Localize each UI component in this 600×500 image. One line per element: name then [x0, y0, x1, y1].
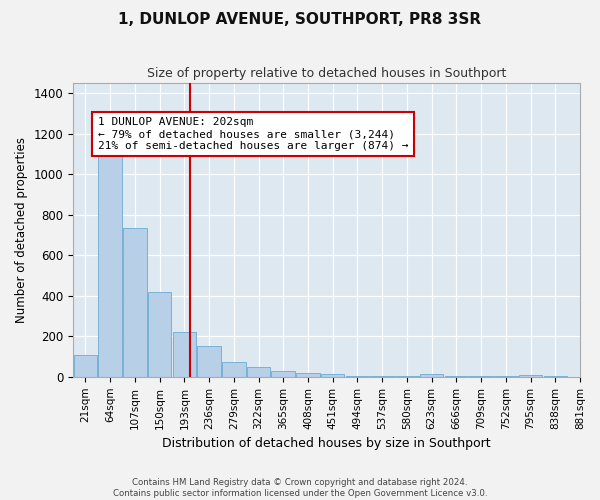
Bar — [148, 292, 172, 377]
Bar — [370, 376, 394, 377]
Bar — [197, 346, 221, 377]
Bar — [98, 143, 122, 377]
Bar — [519, 375, 542, 377]
Text: 1, DUNLOP AVENUE, SOUTHPORT, PR8 3SR: 1, DUNLOP AVENUE, SOUTHPORT, PR8 3SR — [118, 12, 482, 28]
Bar — [74, 355, 97, 377]
Bar — [346, 376, 369, 377]
Bar — [222, 362, 245, 377]
Bar — [296, 373, 320, 377]
X-axis label: Distribution of detached houses by size in Southport: Distribution of detached houses by size … — [162, 437, 491, 450]
Y-axis label: Number of detached properties: Number of detached properties — [15, 137, 28, 323]
Bar — [271, 370, 295, 377]
Bar — [420, 374, 443, 377]
Bar — [321, 374, 344, 377]
Text: Contains HM Land Registry data © Crown copyright and database right 2024.
Contai: Contains HM Land Registry data © Crown c… — [113, 478, 487, 498]
Bar — [123, 228, 146, 377]
Bar — [173, 332, 196, 377]
Bar — [247, 366, 270, 377]
Title: Size of property relative to detached houses in Southport: Size of property relative to detached ho… — [147, 68, 506, 80]
Text: 1 DUNLOP AVENUE: 202sqm
← 79% of detached houses are smaller (3,244)
21% of semi: 1 DUNLOP AVENUE: 202sqm ← 79% of detache… — [98, 118, 408, 150]
